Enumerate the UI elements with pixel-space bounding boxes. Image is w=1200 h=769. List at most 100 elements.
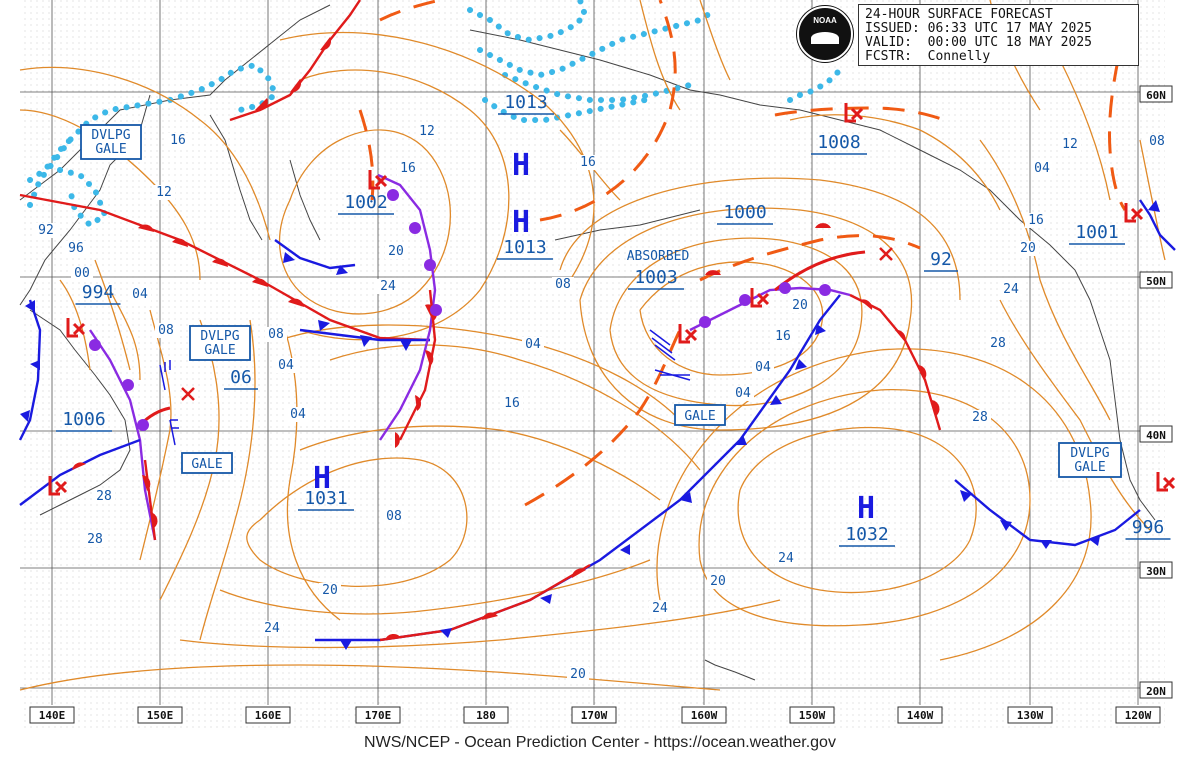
- lon-label-180: 180: [463, 706, 509, 724]
- isobar-label: 16: [577, 155, 599, 170]
- isobar-label: 08: [265, 327, 287, 342]
- pressure-value: 1013: [504, 92, 547, 113]
- lat-label-50N: 50N: [1139, 271, 1173, 289]
- isobar-label: 08: [383, 509, 405, 524]
- ice-edges: [27, 0, 843, 229]
- lon-label-130W: 130W: [1007, 706, 1053, 724]
- pressure-value: 1001: [1075, 222, 1118, 243]
- isobar-value: 20: [388, 244, 404, 259]
- isobar-label: 92: [35, 223, 57, 238]
- pressure-value: 1000: [723, 202, 766, 223]
- lon-label-text: 180: [476, 709, 496, 722]
- isobar-label: 04: [1031, 161, 1053, 176]
- isobar-label: 24: [377, 279, 399, 294]
- map-background: [20, 0, 1165, 730]
- valid-time: VALID: 00:00 UTC 18 MAY 2025: [865, 35, 1092, 50]
- isobar-value: 16: [400, 161, 416, 176]
- isobar-value: 24: [778, 551, 794, 566]
- isobar-value: 20: [710, 574, 726, 589]
- isobar-value: 08: [158, 323, 174, 338]
- low-center-06: 06: [224, 367, 258, 390]
- lat-label-20N: 20N: [1139, 681, 1173, 699]
- lat-label-30N: 30N: [1139, 561, 1173, 579]
- isobar-value: 04: [735, 386, 751, 401]
- isobar-label: 12: [416, 124, 438, 139]
- isobar-label: 04: [129, 287, 151, 302]
- isobar-label: 16: [1025, 213, 1047, 228]
- isobar-value: 16: [580, 155, 596, 170]
- isobar-value: 04: [525, 337, 541, 352]
- footer-credit: NWS/NCEP - Ocean Prediction Center - htt…: [364, 734, 836, 751]
- isobar-label: 20: [319, 583, 341, 598]
- isobar-label: 24: [775, 551, 797, 566]
- pressure-value: 996: [1132, 517, 1165, 538]
- isobar-value: 28: [972, 410, 988, 425]
- lat-label-text: 20N: [1146, 685, 1166, 698]
- low-center-994: 994: [75, 282, 121, 305]
- absorbed-label: ABSORBED: [627, 249, 690, 264]
- isobar-label: 28: [84, 532, 106, 547]
- isobar-label: 16: [501, 396, 523, 411]
- isobar-value: 16: [504, 396, 520, 411]
- isobar-label: 24: [261, 621, 283, 636]
- isobar-value: 04: [278, 358, 294, 373]
- pressure-value: 06: [230, 367, 252, 388]
- pressure-value: 1032: [845, 524, 888, 545]
- low-center-1001: 1001: [1069, 222, 1125, 245]
- noaa-logo-text: NOAA: [813, 16, 837, 25]
- low-center-1006: 1006: [56, 409, 112, 432]
- warning-label: GALE: [674, 404, 726, 426]
- isobar-label: 16: [167, 133, 189, 148]
- lon-label-text: 170W: [581, 709, 608, 722]
- pressure-value: 1013: [503, 237, 546, 258]
- isobar-value: 20: [322, 583, 338, 598]
- warning-label: DVLPG GALE: [189, 325, 251, 361]
- lat-label-text: 30N: [1146, 565, 1166, 578]
- lon-label-text: 140E: [39, 709, 66, 722]
- lon-label-text: 140W: [907, 709, 934, 722]
- bird-icon: [811, 32, 839, 44]
- warning-label: GALE: [181, 452, 233, 474]
- lat-label-text: 60N: [1146, 89, 1166, 102]
- pressure-value: 1031: [304, 488, 347, 509]
- isobar-value: 04: [132, 287, 148, 302]
- isobar-label: 24: [1000, 282, 1022, 297]
- isobar-label: 08: [155, 323, 177, 338]
- isobar-label: 20: [385, 244, 407, 259]
- forecast-title: 24-HOUR SURFACE FORECAST: [865, 7, 1053, 22]
- lon-label-150E: 150E: [137, 706, 183, 724]
- isobar-label: 20: [1017, 241, 1039, 256]
- isobar-label: 28: [987, 336, 1009, 351]
- isobar-value: 24: [380, 279, 396, 294]
- isobar-value: 20: [792, 298, 808, 313]
- isobar-value: 16: [775, 329, 791, 344]
- isobar-value: 28: [96, 489, 112, 504]
- lat-label-text: 40N: [1146, 429, 1166, 442]
- low-center-1003: 1003: [628, 267, 684, 290]
- isobar-label: 20: [789, 298, 811, 313]
- isobar-value: 12: [1062, 137, 1078, 152]
- isobar-label: 08: [1146, 134, 1168, 149]
- isobar-label: 28: [969, 410, 991, 425]
- isobar-value: 20: [1020, 241, 1036, 256]
- isobar-label: 04: [522, 337, 544, 352]
- isobar-value: 24: [1003, 282, 1019, 297]
- lat-label-text: 50N: [1146, 275, 1166, 288]
- high-symbol: H: [857, 491, 875, 526]
- isobar-value: 24: [264, 621, 280, 636]
- isobar-label: 12: [153, 185, 175, 200]
- forecaster: FCSTR: Connelly: [865, 49, 991, 64]
- isobar-value: 16: [1028, 213, 1044, 228]
- isobar-value: 28: [990, 336, 1006, 351]
- isobar-label: 00: [71, 266, 93, 281]
- pressure-value: 1003: [634, 267, 677, 288]
- pressure-value: 92: [930, 249, 952, 270]
- header-box: 24-HOUR SURFACE FORECAST ISSUED: 06:33 U…: [858, 4, 1139, 66]
- isobar-value: 04: [755, 360, 771, 375]
- isobar-value: 12: [156, 185, 172, 200]
- troughs: [358, 0, 1127, 507]
